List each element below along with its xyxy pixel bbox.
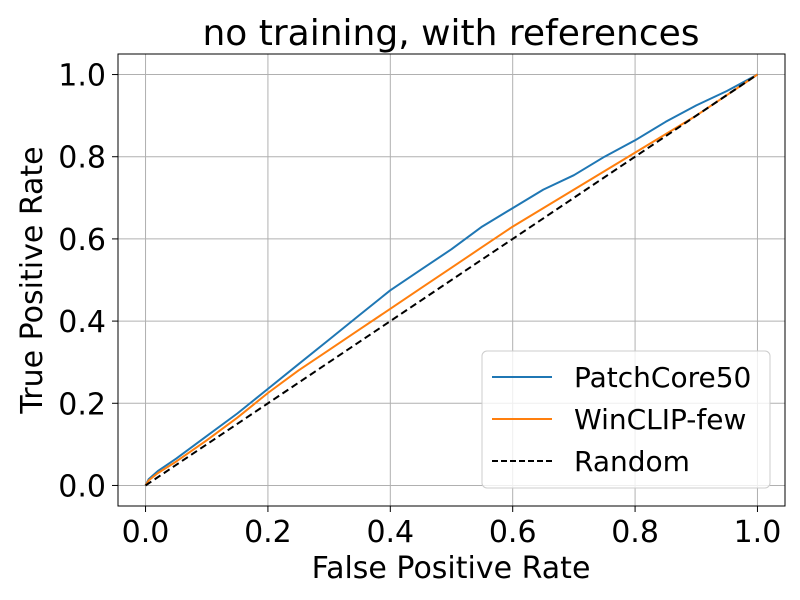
y-tick-label: 0.2 <box>58 387 106 422</box>
axis-ticks: 0.0 0.2 0.4 0.6 0.8 1.0 0.0 0.2 0.4 0.6 0.8 1.0 <box>58 59 781 550</box>
x-tick-label: 0.4 <box>366 515 414 550</box>
series-line-random <box>144 73 759 487</box>
legend: PatchCore50 WinCLIP-few Random <box>481 350 771 489</box>
chart-title: no training, with references <box>202 13 699 54</box>
y-tick-label: 0.6 <box>58 223 106 258</box>
x-tick-label: 0.2 <box>244 515 292 550</box>
y-tick-label: 1.0 <box>58 59 106 94</box>
legend-label-winclip-few: WinCLIP-few <box>574 403 746 436</box>
y-tick-label: 0.8 <box>58 141 106 176</box>
series-layer <box>144 73 759 487</box>
grid-lines <box>118 54 785 506</box>
y-axis-label: True Positive Rate <box>15 146 50 414</box>
plot-frame <box>117 53 786 507</box>
y-tick-label: 0.0 <box>58 469 106 504</box>
series-line-winclip-few <box>144 73 759 487</box>
series-line-patchcore50 <box>144 73 758 486</box>
legend-label-patchcore50: PatchCore50 <box>574 361 751 394</box>
x-tick-label: 0.0 <box>122 515 170 550</box>
legend-frame <box>481 350 771 489</box>
x-tick-label: 0.6 <box>489 515 537 550</box>
legend-label-random: Random <box>574 445 690 478</box>
x-tick-label: 0.8 <box>611 515 659 550</box>
x-tick-label: 1.0 <box>734 515 782 550</box>
y-tick-label: 0.4 <box>58 305 106 340</box>
x-axis-label: False Positive Rate <box>312 551 591 586</box>
